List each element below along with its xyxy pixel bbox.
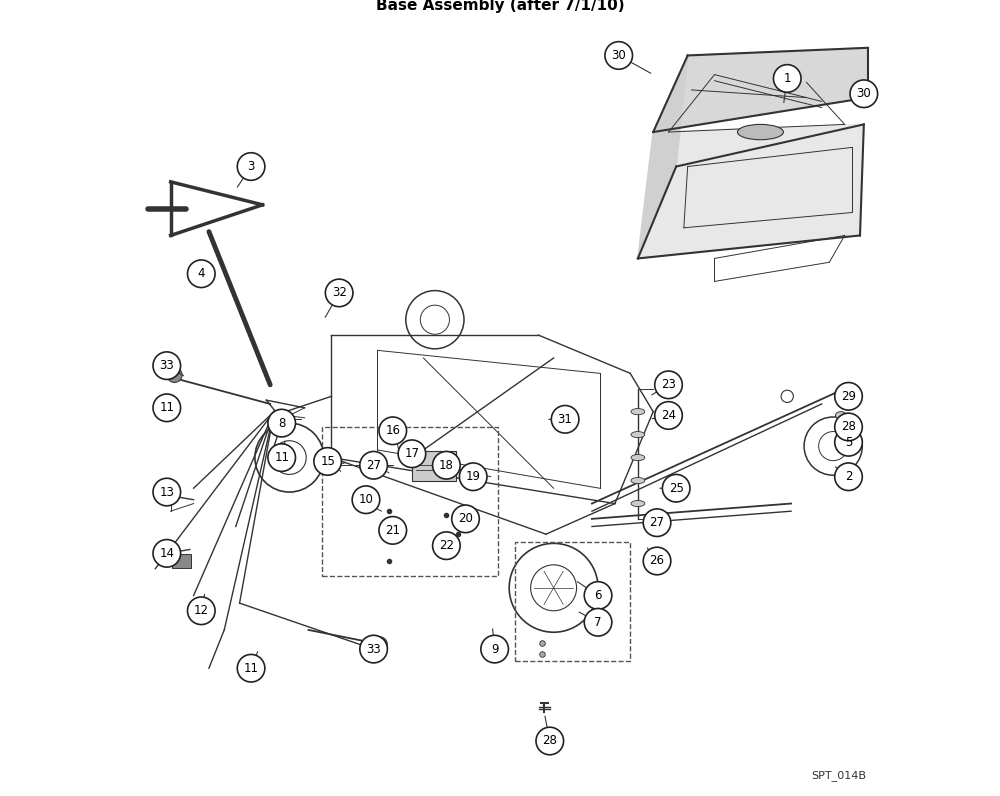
Circle shape — [314, 447, 341, 475]
Text: 25: 25 — [669, 482, 684, 495]
Text: 17: 17 — [404, 447, 419, 460]
Circle shape — [850, 80, 878, 107]
Text: 3: 3 — [247, 160, 255, 173]
Ellipse shape — [631, 431, 645, 438]
Text: 23: 23 — [661, 378, 676, 392]
Circle shape — [655, 402, 682, 429]
Text: Base Assembly (after 7/1/10): Base Assembly (after 7/1/10) — [376, 0, 624, 14]
Circle shape — [352, 486, 380, 513]
Text: 7: 7 — [594, 616, 602, 629]
Text: 28: 28 — [841, 420, 856, 434]
Circle shape — [237, 153, 265, 181]
Ellipse shape — [631, 455, 645, 461]
Text: 5: 5 — [845, 435, 852, 449]
Circle shape — [153, 540, 181, 567]
Circle shape — [360, 451, 387, 479]
Circle shape — [268, 409, 295, 437]
Circle shape — [187, 260, 215, 287]
Text: 33: 33 — [159, 359, 174, 373]
Text: 13: 13 — [159, 486, 174, 498]
Circle shape — [773, 64, 801, 92]
Text: 2: 2 — [845, 470, 852, 483]
Circle shape — [643, 547, 671, 575]
Circle shape — [551, 405, 579, 433]
Text: 8: 8 — [278, 416, 285, 430]
Ellipse shape — [840, 393, 849, 400]
Polygon shape — [653, 48, 868, 132]
Ellipse shape — [835, 412, 846, 419]
Text: 16: 16 — [385, 424, 400, 437]
Text: 1: 1 — [783, 72, 791, 85]
Circle shape — [459, 463, 487, 490]
Text: 4: 4 — [198, 267, 205, 280]
Text: 11: 11 — [274, 451, 289, 464]
Circle shape — [536, 728, 564, 755]
Circle shape — [372, 637, 387, 652]
Ellipse shape — [631, 408, 645, 415]
Text: 30: 30 — [611, 49, 626, 62]
Ellipse shape — [737, 124, 783, 140]
Polygon shape — [638, 56, 688, 259]
Text: 32: 32 — [332, 287, 347, 299]
FancyBboxPatch shape — [172, 554, 191, 568]
Polygon shape — [638, 124, 864, 259]
Text: 22: 22 — [439, 539, 454, 552]
Text: 27: 27 — [366, 458, 381, 472]
Text: 29: 29 — [841, 390, 856, 403]
Text: 14: 14 — [159, 547, 174, 560]
Text: 11: 11 — [244, 661, 259, 675]
Circle shape — [481, 635, 508, 663]
Circle shape — [153, 478, 181, 505]
Circle shape — [584, 582, 612, 609]
Circle shape — [662, 474, 690, 502]
Circle shape — [835, 413, 862, 441]
Circle shape — [268, 444, 295, 471]
Ellipse shape — [631, 478, 645, 484]
Text: 26: 26 — [650, 555, 665, 568]
Text: 10: 10 — [359, 494, 373, 506]
Circle shape — [835, 463, 862, 490]
Text: 19: 19 — [466, 470, 481, 483]
Text: 20: 20 — [458, 513, 473, 525]
Circle shape — [835, 383, 862, 410]
Circle shape — [452, 505, 479, 533]
Circle shape — [605, 41, 633, 69]
Text: SPT_014B: SPT_014B — [811, 770, 866, 781]
Circle shape — [153, 352, 181, 380]
Text: 12: 12 — [194, 604, 209, 617]
Text: 21: 21 — [385, 524, 400, 537]
Text: 31: 31 — [558, 413, 573, 426]
Ellipse shape — [631, 501, 645, 506]
Circle shape — [398, 440, 426, 467]
Circle shape — [167, 367, 182, 383]
Circle shape — [643, 509, 671, 537]
Circle shape — [584, 608, 612, 636]
Text: 28: 28 — [542, 735, 557, 747]
FancyBboxPatch shape — [412, 451, 456, 481]
Text: 15: 15 — [320, 455, 335, 468]
Text: 24: 24 — [661, 409, 676, 422]
Circle shape — [187, 597, 215, 625]
Circle shape — [433, 532, 460, 560]
Text: 33: 33 — [366, 642, 381, 656]
Circle shape — [153, 394, 181, 422]
Text: 18: 18 — [439, 458, 454, 472]
Circle shape — [360, 635, 387, 663]
Circle shape — [325, 279, 353, 306]
Circle shape — [655, 371, 682, 399]
Text: 6: 6 — [594, 589, 602, 602]
Text: 27: 27 — [650, 516, 665, 529]
Text: 11: 11 — [159, 401, 174, 414]
Circle shape — [237, 654, 265, 682]
Circle shape — [835, 428, 862, 456]
Circle shape — [433, 451, 460, 479]
Circle shape — [379, 517, 407, 544]
Text: 30: 30 — [856, 88, 871, 100]
Circle shape — [379, 417, 407, 444]
Text: 9: 9 — [491, 642, 498, 656]
